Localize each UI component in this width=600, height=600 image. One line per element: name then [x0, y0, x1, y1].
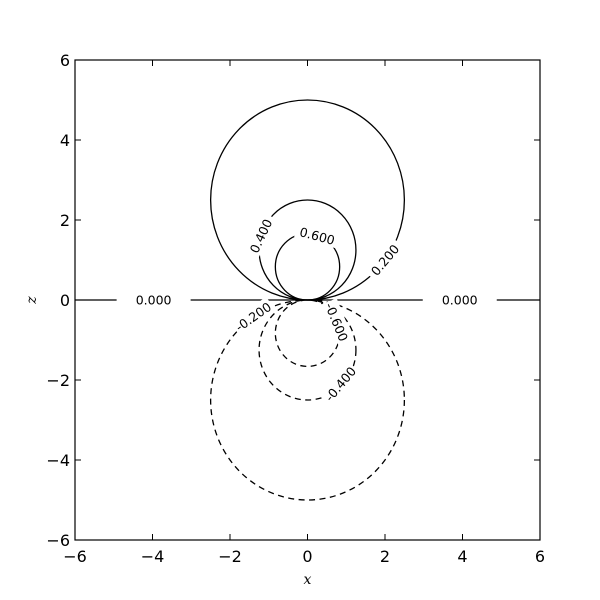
svg-text:0.400: 0.400 — [247, 217, 276, 256]
contour-label-0-2: 0.200 — [363, 237, 405, 282]
svg-text:0.600: 0.600 — [298, 224, 336, 248]
x-tick-label: 0 — [302, 547, 312, 566]
contour-label-0-0: 0.000 — [442, 293, 478, 308]
x-tick-label: −2 — [218, 547, 242, 566]
contour-label-neg-0-4: -0.400 — [319, 361, 360, 406]
contour-labels: -0.600 -0.400 -0.200 0.000 0.000 0.200 0.400 0.… — [136, 212, 478, 406]
contour-label-neg-0-6: -0.600 — [321, 298, 354, 346]
axis-ticks: −6 −4 −2 0 2 4 6 −6 −4 −2 0 2 4 6 — [46, 51, 545, 566]
svg-text:-0.400: -0.400 — [322, 364, 359, 405]
svg-text:0.200: 0.200 — [368, 241, 403, 278]
y-tick-label: −4 — [46, 451, 70, 470]
y-tick-label: 0 — [60, 291, 70, 310]
y-tick-label: 4 — [60, 131, 70, 150]
y-tick-label: −2 — [46, 371, 70, 390]
y-tick-label: −6 — [46, 531, 70, 550]
y-axis-label: z — [24, 296, 40, 305]
contour-label-neg-0-2: -0.200 — [230, 296, 276, 336]
contour-label-0-0: 0.000 — [136, 293, 172, 308]
x-axis-label: x — [304, 572, 312, 588]
y-tick-label: 2 — [60, 211, 70, 230]
svg-text:-0.600: -0.600 — [322, 301, 351, 344]
x-tick-label: 6 — [535, 547, 545, 566]
contour-0-4 — [258, 199, 357, 301]
contour-lines — [75, 99, 540, 501]
x-tick-label: 2 — [380, 547, 390, 566]
x-tick-label: −4 — [141, 547, 165, 566]
svg-text:-0.200: -0.200 — [232, 299, 274, 334]
y-tick-label: 6 — [60, 51, 70, 70]
contour-label-0-4: 0.400 — [243, 212, 277, 259]
x-tick-label: −6 — [63, 547, 87, 566]
contour-label-0-6: 0.600 — [294, 221, 341, 249]
x-tick-label: 4 — [457, 547, 467, 566]
